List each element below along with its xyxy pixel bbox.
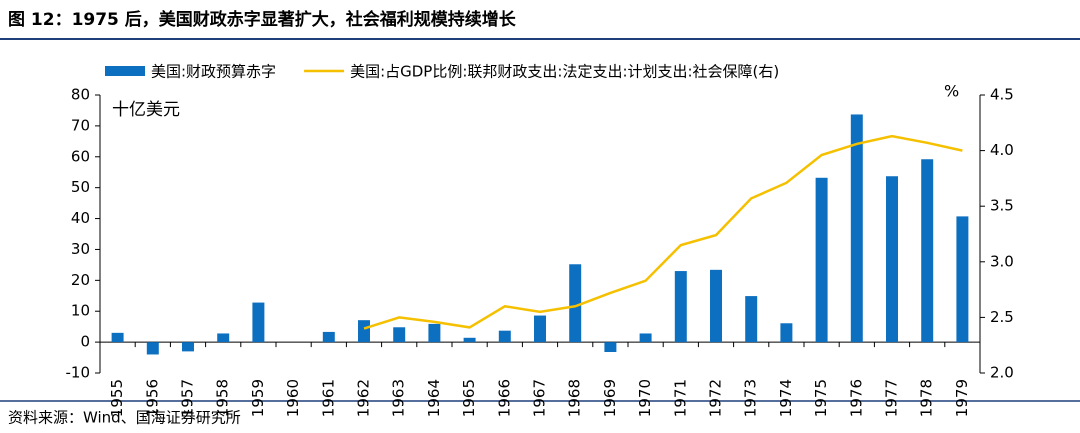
y2-tick-label: 4.5	[990, 86, 1014, 104]
x-tick-label: 1958	[214, 379, 232, 417]
y-tick-label: 80	[71, 86, 90, 104]
y-tick-label: 20	[71, 271, 90, 289]
y-tick-label: 50	[71, 178, 90, 196]
x-tick-label: 1956	[143, 379, 161, 417]
legend-swatch	[105, 66, 145, 76]
line	[363, 134, 963, 330]
x-tick-label: 1979	[953, 379, 971, 417]
bar	[498, 330, 511, 343]
bar	[146, 342, 159, 355]
bar	[569, 264, 582, 343]
x-tick-label: 1961	[319, 379, 337, 417]
bar	[322, 331, 335, 343]
x-tick-label: 1959	[249, 379, 267, 417]
x-tick-label: 1957	[179, 379, 197, 417]
bar	[252, 302, 265, 343]
legend-label: 美国:占GDP比例:联邦财政支出:法定支出:计划支出:社会保障(右)	[350, 63, 779, 81]
x-tick-label: 1972	[707, 379, 725, 417]
x-tick-label: 1967	[531, 379, 549, 417]
x-tick-label: 1968	[566, 379, 584, 417]
x-tick-label: 1978	[918, 379, 936, 417]
bar	[111, 332, 124, 343]
x-tick-label: 1966	[495, 379, 513, 417]
bar	[428, 323, 441, 343]
bar	[358, 320, 370, 343]
y2-tick-label: 3.0	[990, 252, 1014, 270]
x-tick-label: 1969	[601, 379, 619, 417]
y2-tick-label: 4.0	[990, 141, 1014, 159]
y-tick-label: 30	[71, 240, 90, 258]
bar	[639, 333, 652, 343]
x-tick-label: 1973	[742, 379, 760, 417]
bar	[850, 114, 863, 343]
y-tick-label: -10	[66, 364, 91, 382]
bar	[463, 337, 476, 343]
x-tick-label: 1975	[812, 379, 830, 417]
x-tick-label: 1970	[636, 379, 654, 417]
x-tick-label: 1977	[883, 379, 901, 417]
bar	[674, 271, 687, 343]
y-tick-label: 60	[71, 147, 90, 165]
y2-tick-label: 2.0	[990, 364, 1014, 382]
bar	[745, 296, 758, 343]
x-tick-label: 1976	[847, 379, 865, 417]
x-tick-label: 1955	[108, 379, 126, 417]
x-tick-label: 1962	[355, 379, 373, 417]
bar	[921, 159, 934, 343]
y-tick-label: 70	[71, 116, 90, 134]
chart-title: 图 12：1975 后，美国财政赤字显著扩大，社会福利规模持续增长	[8, 9, 517, 30]
y-tick-label: 0	[80, 333, 90, 351]
y-tick-label: 40	[71, 209, 90, 227]
bar	[886, 176, 898, 343]
bar	[182, 342, 194, 352]
y-unit: 十亿美元	[112, 100, 180, 120]
bar	[217, 333, 230, 343]
bar	[534, 315, 546, 343]
bar	[815, 177, 828, 343]
x-tick-label: 1974	[777, 379, 795, 417]
bar	[604, 342, 617, 352]
x-tick-label: 1971	[671, 379, 689, 417]
bar	[956, 216, 969, 343]
x-tick-label: 1960	[284, 379, 302, 417]
bar	[393, 327, 406, 343]
x-tick-label: 1964	[425, 379, 443, 417]
y2-unit: %	[944, 82, 959, 101]
bar	[710, 269, 722, 343]
bar	[780, 323, 793, 343]
x-tick-label: 1963	[390, 379, 408, 417]
y-tick-label: 10	[71, 302, 90, 320]
source: 资料来源：Wind、国海证券研究所	[8, 409, 241, 427]
y2-tick-label: 2.5	[990, 308, 1014, 326]
legend-label: 美国:财政预算赤字	[151, 63, 276, 81]
x-tick-label: 1965	[460, 379, 478, 417]
y2-tick-label: 3.5	[990, 197, 1014, 215]
